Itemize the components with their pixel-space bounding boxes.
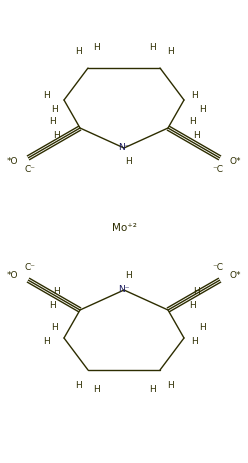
Text: H: H [189, 301, 195, 311]
Text: N⁻: N⁻ [118, 144, 130, 152]
Text: O*: O* [230, 271, 242, 281]
Text: H: H [43, 92, 49, 100]
Text: H: H [53, 288, 59, 296]
Text: H: H [51, 324, 57, 332]
Text: H: H [125, 157, 131, 167]
Text: H: H [43, 338, 49, 346]
Text: C⁻: C⁻ [25, 263, 35, 273]
Text: H: H [199, 324, 205, 332]
Text: H: H [189, 118, 195, 126]
Text: H: H [191, 92, 197, 100]
Text: H: H [149, 386, 155, 394]
Text: H: H [93, 386, 99, 394]
Text: H: H [53, 131, 59, 140]
Text: H: H [75, 48, 81, 56]
Text: ⁻C: ⁻C [213, 263, 223, 273]
Text: C⁻: C⁻ [25, 165, 35, 175]
Text: H: H [49, 301, 55, 311]
Text: H: H [49, 118, 55, 126]
Text: H: H [167, 381, 173, 389]
Text: O*: O* [230, 157, 242, 167]
Text: Mo⁺²: Mo⁺² [112, 223, 136, 233]
Text: H: H [51, 106, 57, 114]
Text: H: H [193, 288, 199, 296]
Text: H: H [125, 271, 131, 281]
Text: N⁻: N⁻ [118, 286, 130, 294]
Text: H: H [193, 131, 199, 140]
Text: H: H [93, 44, 99, 52]
Text: *O: *O [6, 157, 18, 167]
Text: H: H [149, 44, 155, 52]
Text: H: H [199, 106, 205, 114]
Text: *O: *O [6, 271, 18, 281]
Text: H: H [167, 48, 173, 56]
Text: ⁻C: ⁻C [213, 165, 223, 175]
Text: H: H [75, 381, 81, 389]
Text: H: H [191, 338, 197, 346]
